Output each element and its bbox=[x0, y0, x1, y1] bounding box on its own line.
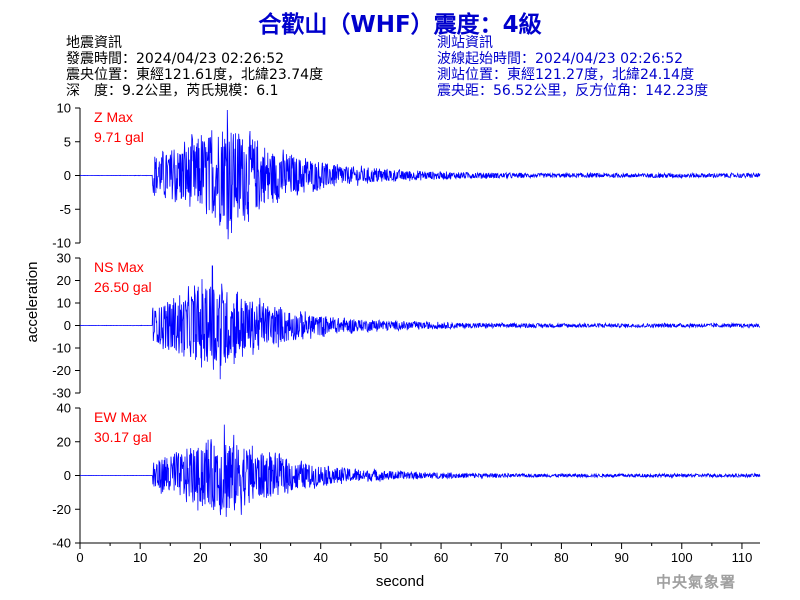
x-tick-label: 110 bbox=[732, 550, 753, 565]
earthquake-info: 地震資訊 發震時間：2024/04/23 02:26:52 震央位置：東經121… bbox=[66, 36, 323, 100]
y-tick-label-ew: 20 bbox=[57, 434, 71, 449]
y-tick-label-ns: 0 bbox=[64, 318, 71, 333]
y-tick-label-ew: -40 bbox=[52, 536, 71, 551]
trace-ns bbox=[79, 265, 761, 380]
station-info-heading: 測站資訊 bbox=[437, 35, 493, 51]
max-value-ns: 26.50 gal bbox=[94, 279, 152, 295]
depth-magnitude: 深 度：9.2公里，芮氏規模：6.1 bbox=[66, 83, 279, 99]
y-tick-label-z: 10 bbox=[57, 101, 71, 116]
y-tick-label-ew: 0 bbox=[64, 468, 71, 483]
x-tick-label: 60 bbox=[434, 550, 448, 565]
max-value-ew: 30.17 gal bbox=[94, 429, 152, 445]
epicentral-distance: 震央距：56.52公里，反方位角：142.23度 bbox=[437, 83, 709, 99]
y-axis-label: acceleration bbox=[24, 262, 41, 343]
y-tick-label-ns: -30 bbox=[52, 386, 71, 401]
station-location: 測站位置：東經121.27度，北緯24.14度 bbox=[437, 67, 695, 83]
x-tick-label: 20 bbox=[193, 550, 207, 565]
trace-z bbox=[80, 109, 761, 240]
chart-title: 合歡山（WHF）震度：4級 bbox=[258, 12, 542, 38]
x-tick-label: 10 bbox=[133, 550, 147, 565]
y-tick-label-z: 5 bbox=[64, 134, 71, 149]
x-tick-label: 0 bbox=[76, 550, 83, 565]
x-tick-label: 80 bbox=[554, 550, 568, 565]
epicenter-location: 震央位置：東經121.61度，北緯23.74度 bbox=[66, 67, 324, 83]
x-tick-label: 40 bbox=[313, 550, 327, 565]
y-tick-label-ns: -10 bbox=[52, 341, 71, 356]
component-label-ew: EW Max bbox=[94, 409, 147, 425]
y-tick-label-ns: 20 bbox=[57, 273, 71, 288]
x-tick-label: 50 bbox=[374, 550, 388, 565]
station-info: 測站資訊 波線起始時間：2024/04/23 02:26:52 測站位置：東經1… bbox=[437, 36, 708, 100]
x-tick-label: 90 bbox=[614, 550, 628, 565]
earthquake-info-heading: 地震資訊 bbox=[66, 35, 122, 51]
x-axis-label: second bbox=[376, 573, 424, 590]
y-tick-label-z: 0 bbox=[64, 168, 71, 183]
component-label-z: Z Max bbox=[94, 109, 133, 125]
agency-name: 中央氣象署 bbox=[656, 573, 737, 591]
max-value-z: 9.71 gal bbox=[94, 129, 144, 145]
y-tick-label-ns: 10 bbox=[57, 296, 71, 311]
trace-ew bbox=[80, 424, 761, 517]
x-tick-label: 100 bbox=[671, 550, 693, 565]
y-tick-label-ew: -20 bbox=[52, 502, 71, 517]
wave-start-time: 波線起始時間：2024/04/23 02:26:52 bbox=[437, 51, 684, 67]
y-tick-label-ns: 30 bbox=[57, 251, 71, 266]
y-tick-label-z: -5 bbox=[59, 202, 71, 217]
x-tick-label: 30 bbox=[253, 550, 267, 565]
y-tick-label-z: -10 bbox=[52, 236, 71, 251]
origin-time: 發震時間：2024/04/23 02:26:52 bbox=[66, 51, 285, 67]
component-label-ns: NS Max bbox=[94, 259, 144, 275]
x-tick-label: 70 bbox=[494, 550, 508, 565]
y-tick-label-ew: 40 bbox=[57, 401, 71, 416]
y-tick-label-ns: -20 bbox=[52, 363, 71, 378]
